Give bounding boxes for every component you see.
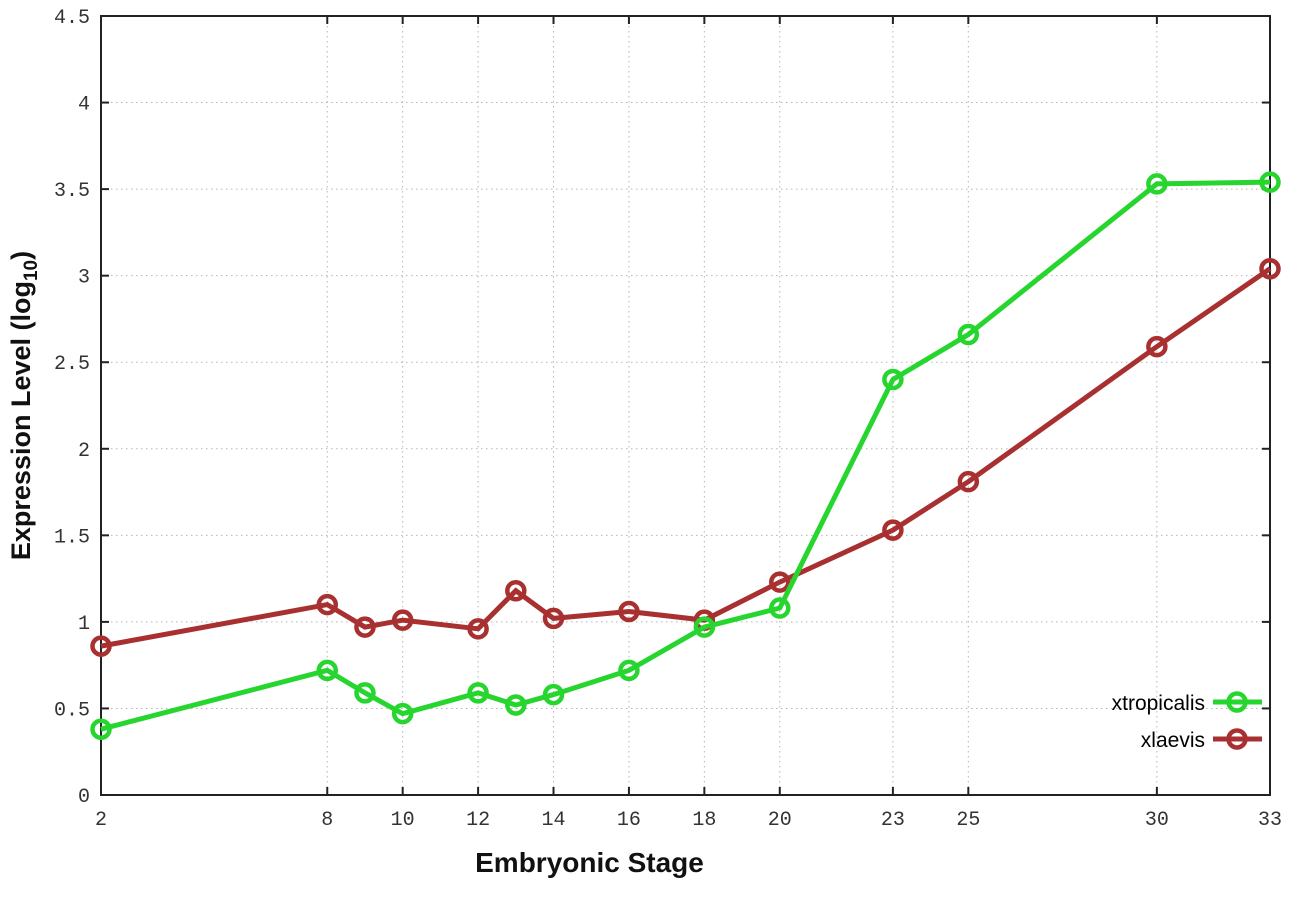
data-point-marker	[882, 368, 904, 391]
x-tick-label: 16	[617, 809, 641, 832]
y-axis-tick-labels: 0 0.5 1 1.5 2 2.5 3 3.5 4 4.5	[54, 7, 90, 809]
series-xtropicalis	[90, 171, 1281, 740]
y-tick-label: 2	[78, 440, 90, 463]
y-tick-label: 3	[78, 267, 90, 290]
x-tick-label: 18	[692, 809, 716, 832]
y-tick-label: 0	[78, 786, 90, 809]
y-axis-title-subscript: 10	[21, 260, 42, 281]
data-point-marker	[542, 683, 565, 706]
data-point-marker	[1146, 173, 1168, 195]
data-point-marker	[391, 702, 414, 725]
data-point-marker	[618, 600, 640, 623]
x-tick-label: 20	[768, 809, 792, 832]
y-tick-label: 2.5	[54, 353, 90, 376]
legend-label: xtropicalis	[1112, 692, 1205, 715]
legend-entry-xlaevis: xlaevis	[1141, 728, 1262, 752]
x-tick-label: 23	[881, 809, 905, 832]
data-point-marker	[1259, 171, 1281, 193]
data-point-marker	[391, 609, 414, 631]
data-point-marker	[354, 616, 376, 638]
x-tick-label: 30	[1145, 809, 1169, 832]
data-point-marker	[467, 682, 489, 704]
plot-border	[100, 15, 1271, 796]
legend-label: xlaevis	[1141, 729, 1205, 752]
data-point-marker	[693, 616, 716, 638]
x-tick-label: 14	[542, 809, 566, 832]
x-tick-label: 8	[321, 809, 333, 832]
legend-marker-sample	[1226, 691, 1248, 713]
legend-entry-xtropicalis: xtropicalis	[1112, 691, 1262, 715]
data-point-marker	[467, 618, 489, 640]
y-tick-label: 1.5	[54, 526, 90, 549]
x-tick-label: 2	[95, 809, 107, 832]
x-axis-title: Embryonic Stage	[475, 847, 704, 878]
data-point-marker	[1259, 257, 1281, 280]
y-tick-label: 3.5	[54, 180, 90, 203]
data-point-marker	[618, 659, 640, 682]
data-point-marker	[882, 519, 904, 541]
data-point-marker	[769, 597, 791, 619]
data-point-marker	[505, 579, 527, 602]
y-axis-title: Expression Level (log10)	[6, 251, 42, 560]
data-point-marker	[90, 718, 112, 740]
y-tick-label: 0.5	[54, 699, 90, 722]
data-point-marker	[316, 659, 339, 682]
x-axis-tick-labels: 2 8 10 12 14 16 18 20 23 25 30 33	[95, 809, 1282, 832]
x-tick-label: 33	[1258, 809, 1282, 832]
y-axis-title-main: Expression Level (log	[6, 281, 36, 560]
y-tick-label: 4	[78, 94, 90, 117]
data-point-marker	[505, 694, 527, 716]
y-tick-label: 4.5	[54, 7, 90, 30]
legend: xtropicalis xlaevis	[1112, 691, 1262, 752]
x-tick-label: 25	[956, 809, 980, 832]
x-tick-label: 12	[466, 809, 490, 832]
data-point-marker	[1146, 335, 1168, 358]
legend-marker-sample	[1226, 728, 1248, 750]
data-point-marker	[769, 571, 791, 593]
data-point-marker	[542, 607, 565, 630]
y-axis-title-suffix: )	[6, 251, 36, 260]
data-point-marker	[90, 635, 112, 657]
data-point-marker	[316, 593, 339, 616]
data-point-marker	[354, 682, 376, 704]
data-point-marker	[957, 323, 980, 346]
x-tick-label: 10	[391, 809, 415, 832]
y-tick-label: 1	[78, 613, 90, 636]
data-point-marker	[957, 470, 980, 493]
